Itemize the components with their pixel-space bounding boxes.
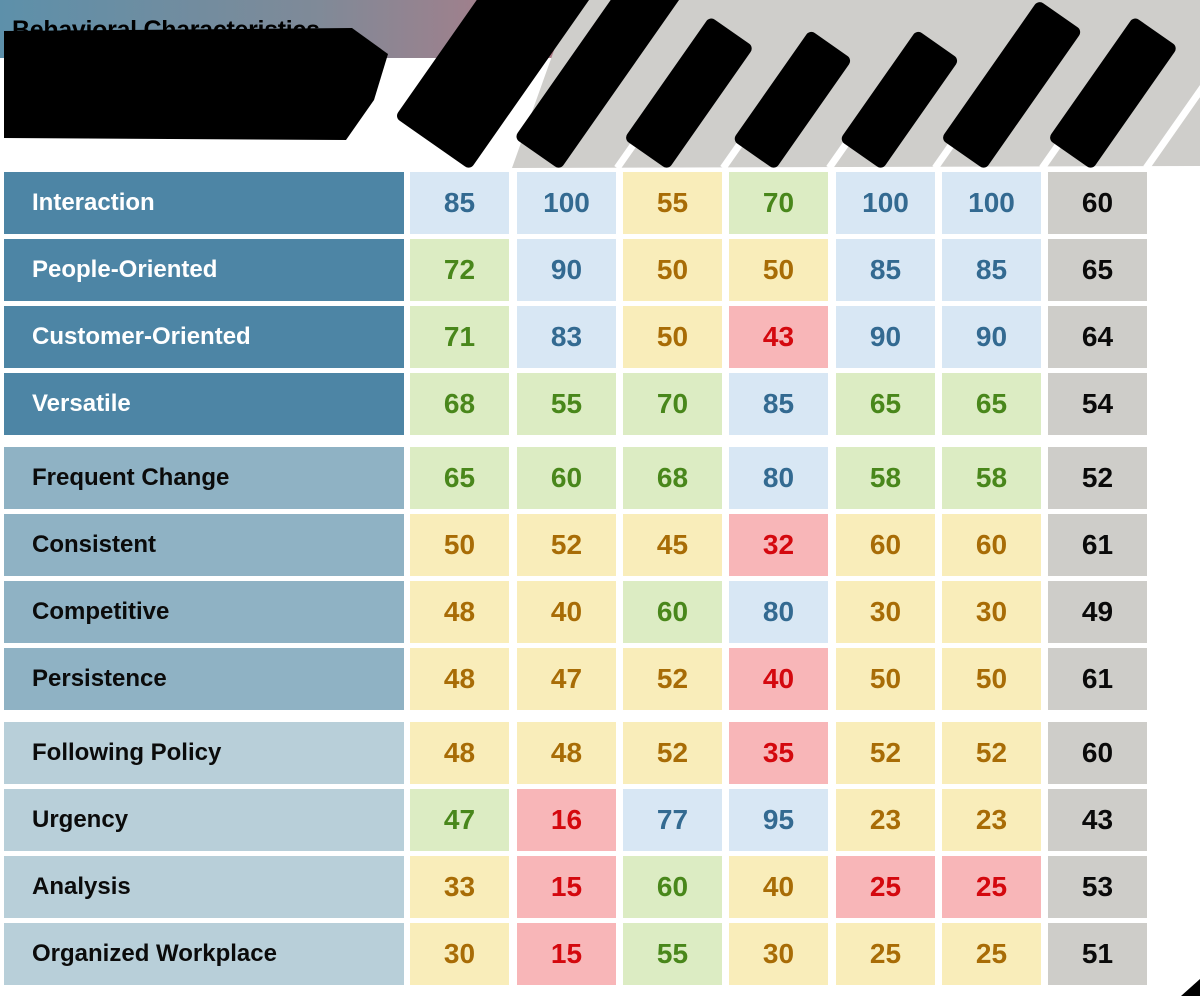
- score-cell: 80: [729, 581, 828, 643]
- corner-redaction-wedge: [1181, 979, 1200, 996]
- score-cell: 49: [1048, 581, 1147, 643]
- score-cell: 60: [836, 514, 935, 576]
- score-cell: 85: [410, 172, 509, 234]
- score-cell: 85: [836, 239, 935, 301]
- score-cell: 50: [410, 514, 509, 576]
- score-cell: 60: [1048, 722, 1147, 784]
- score-cell: 95: [729, 789, 828, 851]
- score-cell: 25: [942, 923, 1041, 985]
- row-label: Analysis: [4, 856, 404, 918]
- score-cell: 43: [1048, 789, 1147, 851]
- score-cell: 55: [517, 373, 616, 435]
- score-cell: 23: [942, 789, 1041, 851]
- row-label: Following Policy: [4, 722, 404, 784]
- score-cell: 90: [517, 239, 616, 301]
- row-label: Versatile: [4, 373, 404, 435]
- row-label: Persistence: [4, 648, 404, 710]
- score-cell: 30: [942, 581, 1041, 643]
- score-cell: 60: [942, 514, 1041, 576]
- score-cell: 48: [517, 722, 616, 784]
- score-cell: 52: [517, 514, 616, 576]
- score-cell: 50: [729, 239, 828, 301]
- row-label: Frequent Change: [4, 447, 404, 509]
- score-cell: 50: [623, 239, 722, 301]
- score-cell: 45: [623, 514, 722, 576]
- score-cell: 15: [517, 923, 616, 985]
- score-cell: 40: [729, 648, 828, 710]
- row-label: Interaction: [4, 172, 404, 234]
- score-cell: 40: [729, 856, 828, 918]
- title-redaction-blob: [4, 28, 388, 140]
- score-cell: 30: [836, 581, 935, 643]
- score-cell: 100: [836, 172, 935, 234]
- score-cell: 60: [623, 856, 722, 918]
- score-cell: 68: [410, 373, 509, 435]
- score-cell: 68: [623, 447, 722, 509]
- score-cell: 16: [517, 789, 616, 851]
- score-cell: 55: [623, 172, 722, 234]
- score-cell: 30: [729, 923, 828, 985]
- score-cell: 83: [517, 306, 616, 368]
- score-cell: 50: [836, 648, 935, 710]
- score-cell: 52: [623, 648, 722, 710]
- score-cell: 25: [942, 856, 1041, 918]
- score-cell: 64: [1048, 306, 1147, 368]
- score-cell: 47: [410, 789, 509, 851]
- score-cell: 25: [836, 856, 935, 918]
- score-cell: 70: [623, 373, 722, 435]
- score-cell: 53: [1048, 856, 1147, 918]
- row-label: People-Oriented: [4, 239, 404, 301]
- score-cell: 54: [1048, 373, 1147, 435]
- row-label: Competitive: [4, 581, 404, 643]
- score-cell: 90: [942, 306, 1041, 368]
- row-label: Customer-Oriented: [4, 306, 404, 368]
- score-cell: 58: [836, 447, 935, 509]
- score-cell: 47: [517, 648, 616, 710]
- score-cell: 60: [623, 581, 722, 643]
- score-cell: 85: [729, 373, 828, 435]
- score-cell: 90: [836, 306, 935, 368]
- row-label: Urgency: [4, 789, 404, 851]
- score-cell: 23: [836, 789, 935, 851]
- score-cell: 100: [517, 172, 616, 234]
- score-cell: 72: [410, 239, 509, 301]
- score-cell: 48: [410, 722, 509, 784]
- score-cell: 52: [942, 722, 1041, 784]
- score-cell: 30: [410, 923, 509, 985]
- score-cell: 100: [942, 172, 1041, 234]
- score-cell: 61: [1048, 648, 1147, 710]
- score-cell: 60: [1048, 172, 1147, 234]
- score-cell: 77: [623, 789, 722, 851]
- score-cell: 33: [410, 856, 509, 918]
- score-cell: 15: [517, 856, 616, 918]
- score-cell: 35: [729, 722, 828, 784]
- score-cell: 51: [1048, 923, 1147, 985]
- score-cell: 25: [836, 923, 935, 985]
- score-cell: 71: [410, 306, 509, 368]
- score-cell: 65: [942, 373, 1041, 435]
- score-cell: 52: [1048, 447, 1147, 509]
- score-cell: 48: [410, 648, 509, 710]
- row-label: Organized Workplace: [4, 923, 404, 985]
- score-cell: 43: [729, 306, 828, 368]
- score-cell: 65: [410, 447, 509, 509]
- score-cell: 48: [410, 581, 509, 643]
- score-cell: 58: [942, 447, 1041, 509]
- score-cell: 70: [729, 172, 828, 234]
- score-cell: 50: [942, 648, 1041, 710]
- score-cell: 52: [836, 722, 935, 784]
- score-cell: 80: [729, 447, 828, 509]
- score-cell: 55: [623, 923, 722, 985]
- score-cell: 85: [942, 239, 1041, 301]
- score-cell: 40: [517, 581, 616, 643]
- score-cell: 61: [1048, 514, 1147, 576]
- score-cell: 50: [623, 306, 722, 368]
- score-cell: 60: [517, 447, 616, 509]
- score-cell: 65: [836, 373, 935, 435]
- score-cell: 32: [729, 514, 828, 576]
- score-cell: 65: [1048, 239, 1147, 301]
- score-cell: 52: [623, 722, 722, 784]
- row-label: Consistent: [4, 514, 404, 576]
